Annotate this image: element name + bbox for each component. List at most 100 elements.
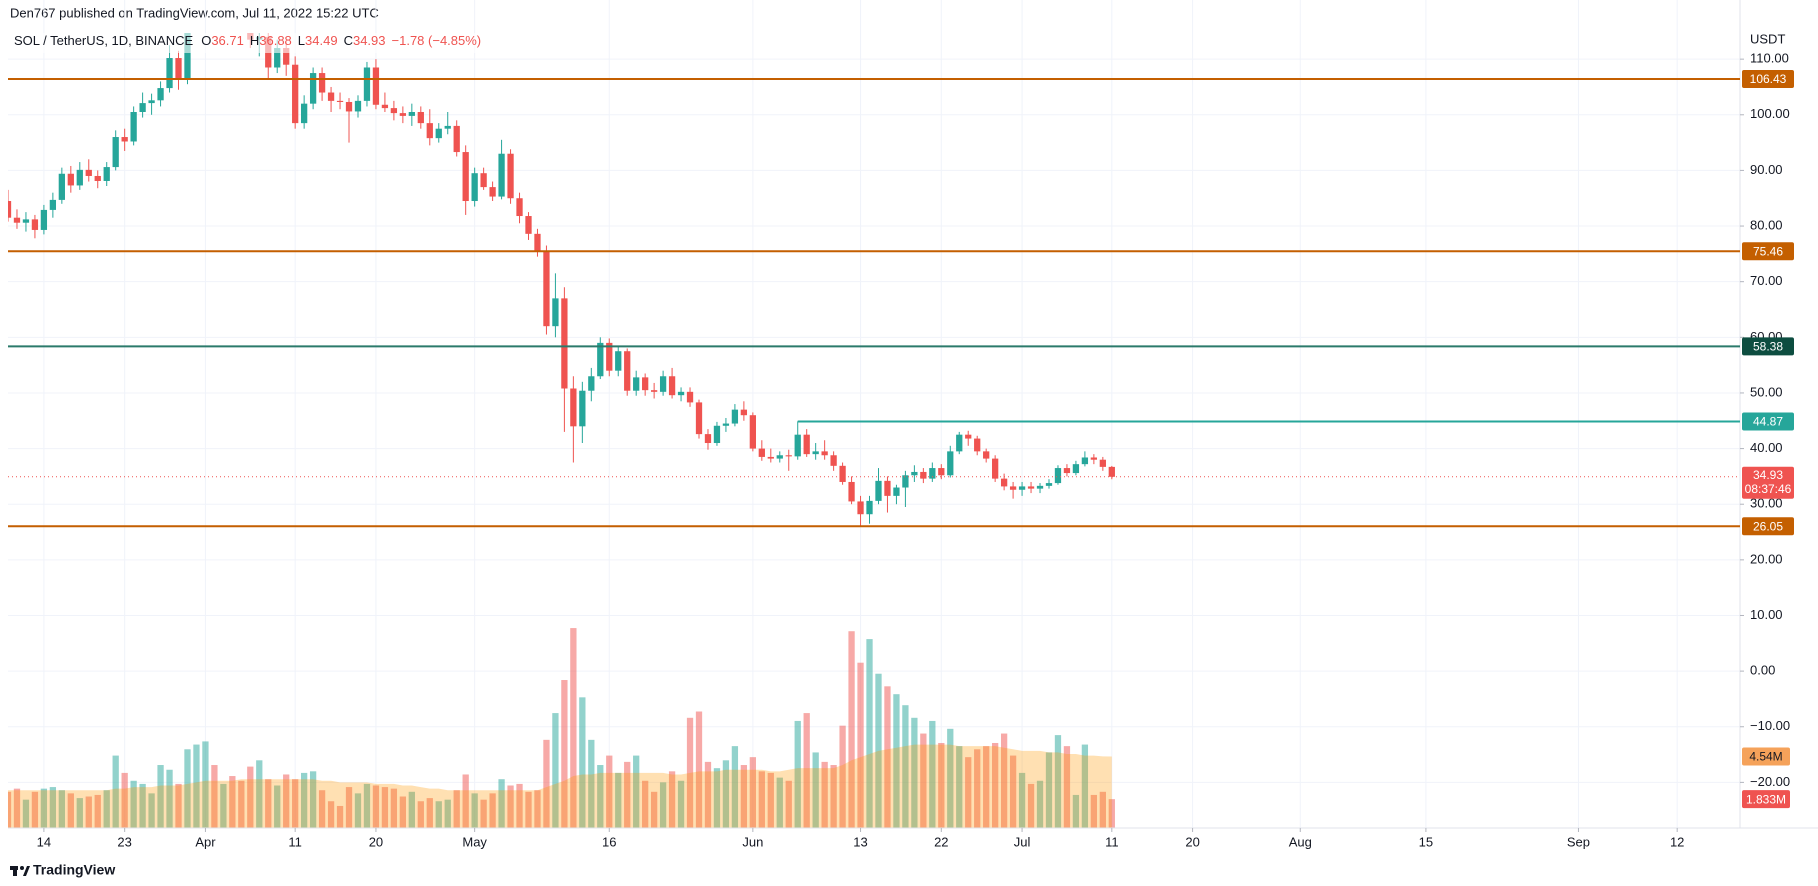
candle-body: [1018, 486, 1026, 490]
legend-value: 34.93: [353, 33, 386, 48]
candle-body: [839, 465, 846, 482]
volume-bar: [40, 788, 48, 828]
volume-bar: [902, 705, 909, 828]
candle-body: [695, 402, 703, 435]
candle-body: [830, 455, 837, 466]
volume-bar: [983, 746, 990, 828]
candle-body: [650, 390, 658, 392]
candle-body: [40, 209, 48, 230]
volume-label: 1.833M: [1746, 792, 1786, 806]
y-tick-label: 40.00: [1750, 440, 1783, 455]
candle-body: [22, 219, 30, 223]
candle-body: [363, 67, 371, 101]
volume-bar: [193, 744, 200, 828]
volume-bar: [220, 783, 227, 828]
candle-body: [1009, 486, 1017, 490]
volume-bar: [202, 741, 209, 828]
volume-bar: [336, 805, 344, 828]
candle-body: [471, 173, 478, 202]
volume-bar: [265, 779, 272, 828]
candle-body: [489, 187, 496, 197]
volume-bar: [1027, 783, 1035, 828]
candle-body: [794, 434, 801, 457]
volume-bar: [543, 739, 550, 828]
brand-logo: [10, 866, 30, 876]
volume-bar: [956, 746, 963, 828]
level-label-box: [1742, 412, 1794, 431]
legend-background: [8, 33, 478, 53]
candle-body: [1072, 464, 1080, 474]
candle-body: [911, 471, 918, 476]
candle-body: [552, 298, 559, 327]
volume-bar: [1099, 791, 1106, 828]
volume-bar: [274, 785, 281, 828]
y-tick-label: 90.00: [1750, 162, 1783, 177]
volume-bar: [893, 694, 900, 828]
volume-bar: [292, 779, 299, 828]
volume-bar: [758, 771, 765, 828]
candle-body: [444, 125, 451, 129]
candle-body: [507, 153, 514, 199]
volume-bar: [848, 631, 855, 828]
volume-bar: [597, 765, 604, 828]
x-tick-label: Apr: [195, 834, 216, 849]
volume-bar: [659, 782, 667, 828]
candle-body: [417, 111, 424, 124]
candle-body: [31, 219, 39, 230]
volume-bar: [318, 790, 326, 828]
volume-bar: [471, 793, 478, 828]
volume-ma-area: [8, 744, 1112, 828]
candle-body: [103, 167, 110, 181]
candle-body: [76, 169, 83, 186]
volume-bar: [1063, 746, 1071, 828]
candle-body: [157, 88, 164, 101]
candle-body: [588, 376, 595, 391]
candle-body: [435, 128, 442, 139]
volume-bar: [22, 799, 30, 828]
candle-body: [309, 73, 317, 104]
candle-body: [938, 468, 945, 476]
candle-body: [866, 500, 873, 515]
candle-body: [453, 125, 460, 153]
volume-bar: [247, 766, 254, 828]
volume-bar: [633, 755, 640, 828]
candle-body: [1063, 468, 1071, 474]
volume-bar: [525, 791, 532, 828]
candle-body: [965, 434, 972, 439]
volume-bar: [157, 765, 164, 828]
volume-bar: [911, 717, 918, 828]
volume-bar: [283, 774, 290, 828]
volume-bar: [8, 791, 12, 828]
volume-bar: [650, 791, 658, 828]
volume-bar: [94, 794, 101, 828]
candle-body: [731, 409, 739, 424]
volume-bar: [722, 760, 730, 828]
candle-body: [659, 376, 667, 392]
x-tick-label: 11: [288, 834, 302, 849]
volume-bar: [166, 769, 173, 828]
candle-body: [875, 480, 882, 501]
candle-body: [148, 100, 155, 104]
volume-bar: [49, 787, 57, 828]
candle-body: [606, 342, 613, 371]
candle-body: [974, 438, 981, 452]
candle-body: [821, 451, 828, 456]
x-tick-label: Jul: [1014, 834, 1031, 849]
volume-bar: [570, 628, 577, 828]
volume-bar: [642, 780, 649, 828]
level-label: 106.43: [1750, 72, 1787, 86]
legend-prefix: H: [250, 33, 259, 48]
volume-bar: [1000, 733, 1008, 828]
candle-body: [166, 58, 173, 89]
legend-prefix: L: [298, 33, 305, 48]
volume-bar: [390, 788, 398, 828]
candle-body: [597, 342, 604, 377]
candle-body: [94, 175, 101, 181]
y-tick-label: 10.00: [1750, 607, 1783, 622]
candle-body: [292, 64, 299, 124]
candle-body: [354, 100, 362, 112]
volume-bar: [695, 711, 703, 828]
volume-bar: [624, 761, 631, 828]
x-tick-label: 14: [37, 834, 51, 849]
